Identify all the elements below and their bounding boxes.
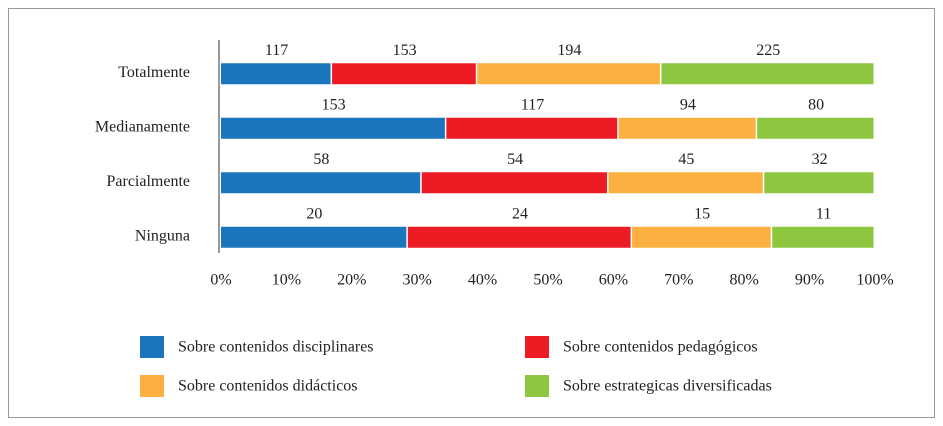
data-label: 194 (557, 42, 581, 59)
data-label: 225 (756, 42, 780, 59)
data-label: 153 (322, 96, 346, 113)
frame (8, 8, 935, 418)
data-label: 54 (507, 151, 523, 168)
bar-segment (661, 63, 874, 85)
x-tick-label: 90% (795, 272, 824, 289)
data-label: 117 (265, 42, 288, 59)
bar-segment (221, 117, 445, 139)
x-tick-label: 100% (856, 272, 893, 289)
data-label: 80 (808, 96, 824, 113)
y-tick-label: Ninguna (135, 227, 190, 244)
y-tick-label: Totalmente (118, 64, 190, 81)
legend-label: Sobre contenidos pedagógicos (563, 339, 758, 356)
bar-segment (764, 172, 874, 194)
data-label: 20 (306, 205, 322, 222)
x-tick-label: 10% (272, 272, 301, 289)
legend-swatch (140, 336, 164, 358)
bar-segment (618, 117, 756, 139)
x-tick-label: 70% (664, 272, 693, 289)
bar-segment (772, 226, 874, 248)
bar-segment (221, 172, 421, 194)
data-label: 45 (678, 151, 694, 168)
legend-swatch (525, 375, 549, 397)
data-label: 153 (393, 42, 417, 59)
data-label: 58 (313, 151, 329, 168)
bar-segment (446, 117, 618, 139)
bar-segment (421, 172, 608, 194)
data-label: 11 (816, 205, 831, 222)
x-tick-label: 60% (599, 272, 628, 289)
bar-segment (407, 226, 631, 248)
legend-swatch (525, 336, 549, 358)
bar-segment (221, 226, 407, 248)
x-tick-label: 80% (730, 272, 759, 289)
bar-segment (221, 63, 331, 85)
data-label: 94 (680, 96, 696, 113)
legend-label: Sobre estrategicas diversificadas (563, 378, 772, 395)
y-tick-label: Parcialmente (106, 173, 190, 190)
y-tick-label: Medianamente (95, 118, 190, 135)
x-tick-label: 50% (533, 272, 562, 289)
bar-segment (608, 172, 763, 194)
data-label: 15 (694, 205, 710, 222)
legend-label: Sobre contenidos didácticos (178, 378, 358, 395)
data-label: 117 (521, 96, 544, 113)
data-label: 32 (812, 151, 828, 168)
legend-swatch (140, 375, 164, 397)
x-tick-label: 30% (403, 272, 432, 289)
bar-segment (332, 63, 476, 85)
legend-label: Sobre contenidos disciplinares (178, 339, 374, 356)
bar-segment (757, 117, 874, 139)
data-label: 24 (512, 205, 528, 222)
x-tick-label: 0% (210, 272, 231, 289)
x-tick-label: 40% (468, 272, 497, 289)
x-tick-label: 20% (337, 272, 366, 289)
bar-segment (477, 63, 660, 85)
bar-segment (632, 226, 771, 248)
